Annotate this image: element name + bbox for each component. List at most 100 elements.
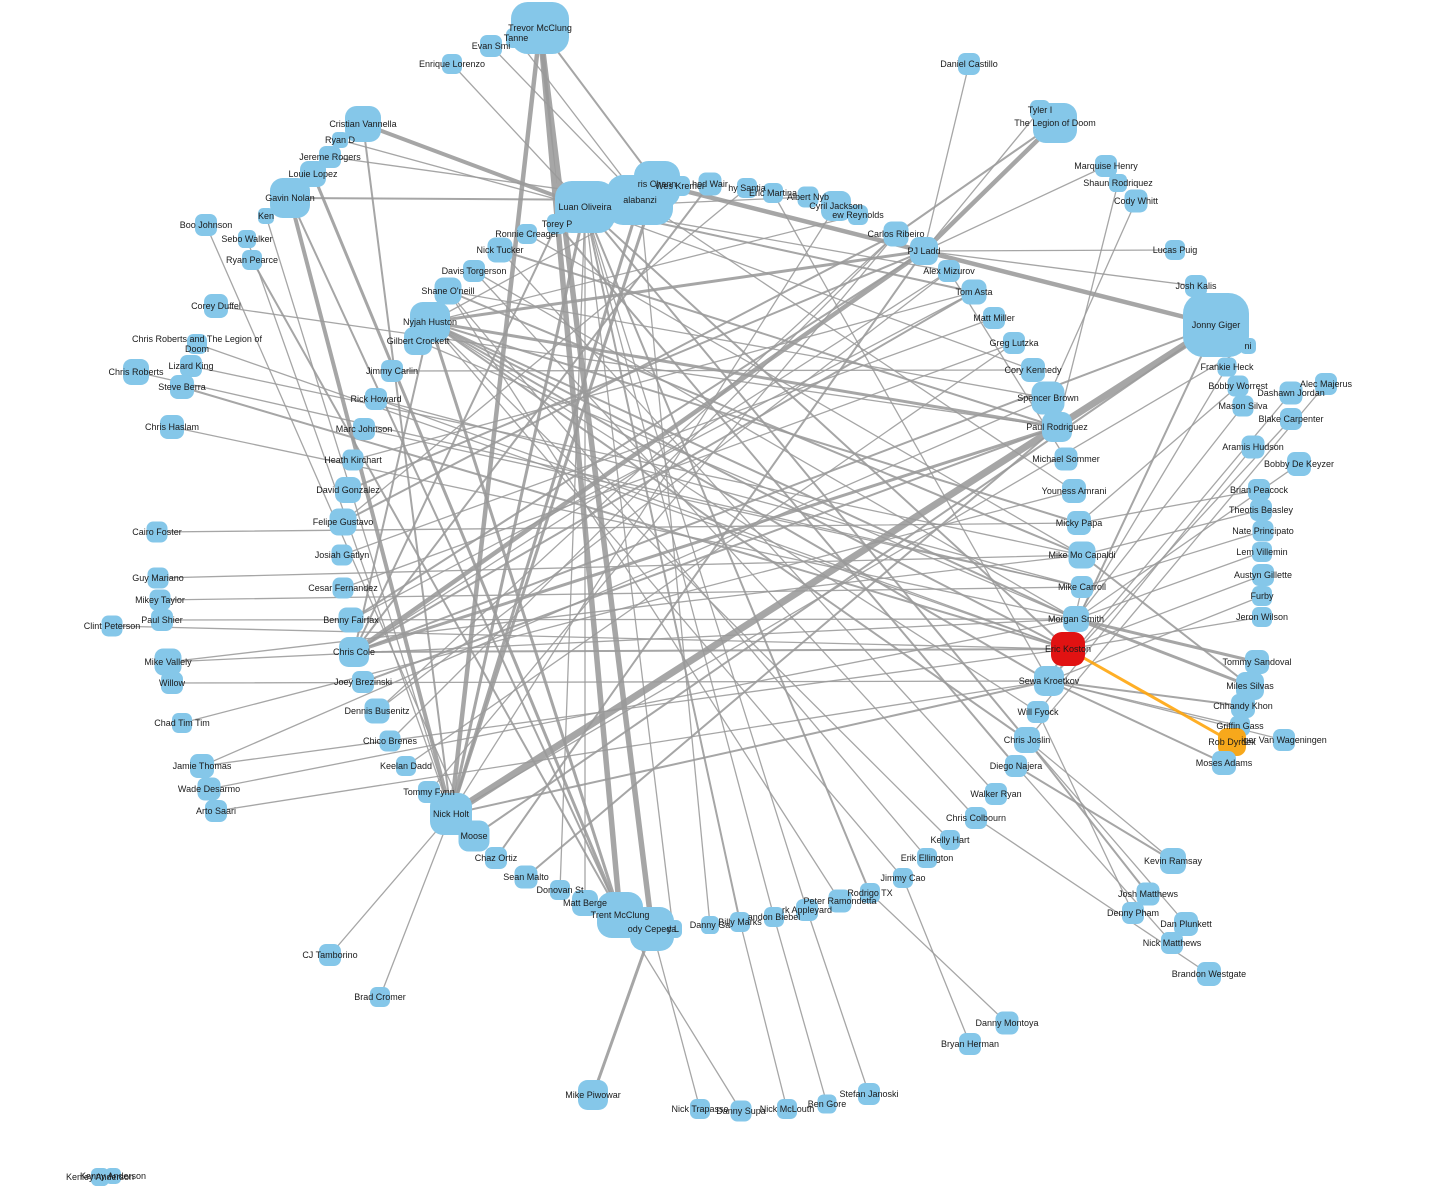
node-heath-kirchart[interactable] — [342, 449, 364, 471]
node-denny-pham[interactable] — [1122, 902, 1144, 924]
node-gilbert-crockett[interactable] — [404, 327, 432, 355]
node-cj-tamborino[interactable] — [319, 944, 341, 966]
node-rick-howard[interactable] — [365, 388, 387, 410]
node-nick-trapasso[interactable] — [690, 1099, 710, 1119]
node-brad-cromer[interactable] — [370, 987, 390, 1007]
node-erik-ellington[interactable] — [917, 848, 937, 868]
node-brandon-westgate[interactable] — [1197, 962, 1221, 986]
node-paul-shier[interactable] — [151, 609, 173, 631]
node-brian-peacock[interactable] — [1248, 479, 1270, 501]
node-theotis-beasley[interactable] — [1250, 499, 1272, 521]
node-davis-torgerson[interactable] — [463, 260, 485, 282]
node-chad-tim-tim[interactable] — [172, 713, 192, 733]
node-mike-piwowar[interactable] — [578, 1080, 608, 1110]
node-trevor-mcclung[interactable] — [511, 2, 569, 54]
node-peter-ramondetta[interactable] — [828, 889, 852, 913]
node-matt-berger[interactable] — [572, 890, 598, 916]
node-ken[interactable] — [258, 208, 274, 224]
node-cairo-foster[interactable] — [146, 521, 168, 543]
node-eric-martina[interactable] — [763, 183, 783, 203]
node-rodrigo-tx[interactable] — [860, 883, 880, 903]
node-lizard-king[interactable] — [180, 355, 202, 377]
node-cyril-jackson[interactable] — [821, 191, 851, 221]
node-walker-ryan[interactable] — [985, 783, 1007, 805]
node-danny-supa[interactable] — [730, 1100, 752, 1122]
node-iger-van-wageningen[interactable] — [1273, 729, 1295, 751]
node-micky-papa[interactable] — [1067, 511, 1091, 535]
node-kenny-anderson[interactable] — [105, 1168, 121, 1184]
node-josiah-gatlyn[interactable] — [331, 544, 353, 566]
node-blake-carpenter[interactable] — [1280, 408, 1302, 430]
node-cody-whitt[interactable] — [1124, 189, 1148, 213]
node-austyn-gillette[interactable] — [1252, 564, 1274, 586]
node-diego-najera[interactable] — [1005, 755, 1027, 777]
node-marc-johnson[interactable] — [353, 418, 375, 440]
node-kenley-anderson[interactable] — [91, 1168, 109, 1186]
node-michael-sommer[interactable] — [1054, 447, 1078, 471]
node-moose[interactable] — [458, 820, 490, 852]
node-chris-roberts-legion[interactable] — [187, 334, 207, 354]
node-sebo-walker[interactable] — [238, 230, 256, 248]
node-jereme-rogers[interactable] — [319, 146, 341, 168]
node-hy-santia[interactable] — [737, 178, 757, 198]
node-keelan-dadd[interactable] — [396, 756, 416, 776]
node-josh-matthews[interactable] — [1136, 882, 1160, 906]
node-chico-brenes[interactable] — [379, 730, 401, 752]
node-chris-chann[interactable] — [634, 161, 680, 207]
node-arto-saari[interactable] — [205, 800, 227, 822]
node-lucas-puig[interactable] — [1165, 240, 1185, 260]
node-clint-peterson[interactable] — [101, 615, 123, 637]
node-dennis-busenitz[interactable] — [364, 698, 390, 724]
node-louie-lopez[interactable] — [300, 161, 326, 187]
node-enrique-lorenzo[interactable] — [442, 54, 462, 74]
node-mike-vallely[interactable] — [154, 648, 182, 676]
node-cristian-vannella[interactable] — [345, 106, 381, 142]
node-alex-mizurov[interactable] — [938, 260, 960, 282]
node-ryan-pearce[interactable] — [242, 250, 262, 270]
node-benny-fairfax[interactable] — [338, 607, 364, 633]
node-joey-brezinski[interactable] — [352, 671, 374, 693]
node-ryan-d[interactable] — [332, 132, 348, 148]
node-nick-matthews[interactable] — [1161, 932, 1183, 954]
node-kevin-ramsay[interactable] — [1160, 848, 1186, 874]
node-chris-roberts[interactable] — [123, 359, 149, 385]
node-willow[interactable] — [161, 672, 183, 694]
node-spencer-brown[interactable] — [1031, 381, 1065, 415]
node-cory-kennedy[interactable] — [1021, 358, 1045, 382]
node-carlos-ribeiro[interactable] — [883, 221, 909, 247]
node-bobby-de-keyzer[interactable] — [1287, 452, 1311, 476]
node-andrew-reynolds[interactable] — [848, 205, 868, 225]
node-cesar-fernandez[interactable] — [332, 577, 354, 599]
node-marquise-henry[interactable] — [1095, 155, 1117, 177]
node-felipe-gustavo[interactable] — [329, 508, 357, 536]
node-kelly-hart[interactable] — [940, 830, 960, 850]
node-steve-berra[interactable] — [170, 375, 194, 399]
node-nate-principato[interactable] — [1252, 520, 1274, 542]
node-danny-montoya[interactable] — [995, 1011, 1019, 1035]
node-jonny-giger[interactable] — [1183, 293, 1249, 357]
node-chris-haslam[interactable] — [160, 415, 184, 439]
node-mikey-taylor[interactable] — [149, 589, 171, 611]
node-david-gonzalez[interactable] — [335, 477, 361, 503]
node-frankie-heck[interactable] — [1217, 357, 1237, 377]
node-bobby-worrest[interactable] — [1227, 375, 1249, 397]
node-pj-ladd[interactable] — [910, 237, 938, 265]
node-chhandy-khon[interactable] — [1231, 694, 1255, 718]
node-mike-carroll[interactable] — [1071, 576, 1093, 598]
node-daniel-castillo[interactable] — [958, 53, 980, 75]
node-will-fyock[interactable] — [1027, 701, 1049, 723]
node-y-l[interactable] — [664, 920, 682, 938]
node-jamie-thomas[interactable] — [190, 754, 214, 778]
node-sean-malto[interactable] — [514, 865, 538, 889]
node-albert-nyb[interactable] — [797, 186, 819, 208]
node-chris-cole[interactable] — [339, 637, 369, 667]
node-paul-rodriguez[interactable] — [1042, 412, 1072, 442]
node-alec-majerus[interactable] — [1315, 373, 1337, 395]
node-corey-duffel[interactable] — [204, 294, 228, 318]
node-evan-smith[interactable] — [480, 35, 502, 57]
node-mark-appleyard[interactable] — [796, 899, 818, 921]
node-nick-mclouth[interactable] — [777, 1099, 797, 1119]
node-furby[interactable] — [1252, 586, 1272, 606]
node-moses-adams[interactable] — [1212, 751, 1236, 775]
